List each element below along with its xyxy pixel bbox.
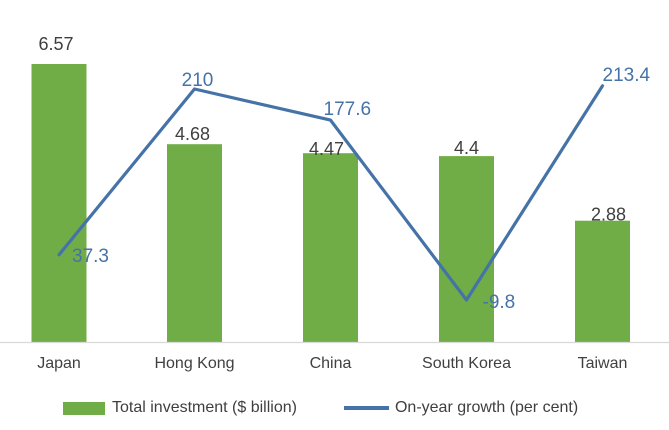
bar-series-label: Total investment ($ billion) [112,399,297,416]
bar-value-label: 4.68 [175,124,210,144]
growth-line [57,84,605,302]
bar-hong-kong [167,144,222,343]
category-label-china: China [310,355,352,372]
bar-series-swatch [63,401,105,415]
growth-value-label: 213.4 [603,65,651,86]
bar-value-label: 2.88 [591,205,626,225]
bar-south-korea [439,156,494,343]
category-label-south-korea: South Korea [422,355,511,372]
bar-china [303,153,358,343]
category-label-taiwan: Taiwan [578,355,628,372]
category-label-hong-kong: Hong Kong [154,355,234,372]
growth-value-label: 177.6 [324,99,372,120]
legend-item-on-year-growth: On-year growth (per cent) [343,399,579,417]
bar-value-label: 4.4 [454,138,479,158]
category-label-japan: Japan [37,355,81,372]
bar-value-label: 6.57 [38,34,73,54]
bar-japan [31,64,87,343]
legend-item-total-investment: Total investment ($ billion) [63,399,297,417]
line-series-swatch [343,406,389,410]
bar-taiwan [575,220,630,343]
bar-value-label: 4.47 [309,139,344,159]
growth-value-label: 210 [182,70,214,91]
growth-value-label: 37.3 [72,246,109,267]
line-series-label: On-year growth (per cent) [394,399,579,416]
growth-value-label: -9.8 [483,292,516,313]
chart-legend: Total investment ($ billion) On-year gro… [63,399,578,417]
